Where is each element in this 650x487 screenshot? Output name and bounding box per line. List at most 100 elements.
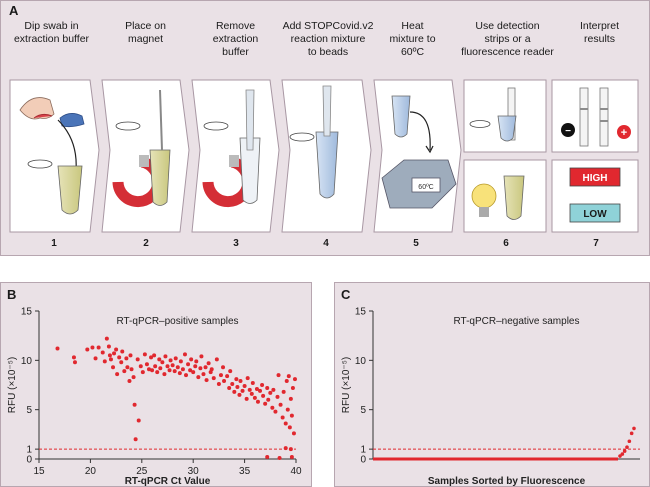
step-1-number: 1 bbox=[51, 238, 57, 249]
data-point bbox=[290, 385, 295, 390]
data-point bbox=[112, 351, 117, 356]
data-point bbox=[150, 368, 155, 373]
data-point bbox=[191, 370, 196, 375]
panel-b-label: B bbox=[7, 287, 17, 302]
data-point bbox=[142, 352, 147, 357]
data-point bbox=[167, 368, 172, 373]
data-point bbox=[260, 383, 265, 387]
data-point bbox=[157, 357, 162, 362]
data-point bbox=[216, 382, 221, 387]
data-point bbox=[71, 355, 76, 360]
step-2-caption: Place on magnet bbox=[98, 20, 193, 46]
data-point bbox=[119, 360, 124, 365]
data-point bbox=[214, 357, 219, 362]
negative-symbol: − bbox=[565, 126, 571, 137]
data-point bbox=[162, 372, 167, 377]
data-point bbox=[280, 415, 285, 420]
data-point bbox=[235, 384, 240, 389]
step-caption-line: Use detection bbox=[475, 20, 540, 32]
data-point bbox=[232, 389, 237, 394]
y-tick-label: 10 bbox=[355, 356, 367, 367]
step-2-number: 2 bbox=[143, 238, 149, 249]
data-point bbox=[180, 367, 185, 372]
data-point bbox=[177, 371, 182, 376]
data-point bbox=[127, 379, 132, 384]
data-point bbox=[289, 455, 294, 460]
step-caption-line: fluorescence reader bbox=[461, 46, 554, 58]
data-point bbox=[291, 431, 296, 436]
data-point bbox=[114, 347, 119, 352]
step-6-number: 6 bbox=[503, 238, 509, 249]
data-point bbox=[198, 366, 203, 371]
data-point bbox=[284, 379, 289, 384]
data-point bbox=[131, 375, 136, 380]
data-point bbox=[277, 456, 282, 461]
data-point bbox=[276, 373, 281, 378]
data-point bbox=[93, 356, 98, 361]
x-tick-label: 25 bbox=[136, 466, 148, 477]
panel-c: C 0 1 5 10 15 RT-qPCR–negative samples Samples… bbox=[334, 282, 650, 487]
data-point bbox=[211, 376, 216, 381]
data-point bbox=[108, 357, 113, 362]
data-point bbox=[184, 373, 189, 378]
step-1-caption: Dip swab in extraction buffer bbox=[4, 20, 99, 46]
negative-icon bbox=[561, 123, 575, 137]
data-point bbox=[115, 372, 120, 377]
data-point bbox=[250, 381, 255, 386]
step-caption-line: mixture to bbox=[389, 33, 436, 45]
y-tick-label: 5 bbox=[26, 405, 32, 416]
positive-symbol: + bbox=[621, 127, 627, 139]
data-point bbox=[240, 388, 245, 393]
step-7-number: 7 bbox=[593, 238, 599, 249]
low-badge bbox=[569, 203, 621, 223]
step-7-caption: Interpret results bbox=[552, 20, 647, 46]
data-point bbox=[247, 387, 252, 392]
y-tick-label: 0 bbox=[26, 455, 32, 466]
data-point bbox=[175, 365, 180, 370]
x-tick-label: 40 bbox=[290, 466, 302, 477]
data-point bbox=[186, 362, 191, 367]
step-5-caption: Heat mixture to 60ºC bbox=[370, 20, 455, 59]
data-point bbox=[96, 345, 101, 350]
data-point bbox=[201, 372, 206, 377]
step-caption-line: Dip swab in bbox=[24, 20, 79, 32]
data-point bbox=[244, 396, 249, 401]
data-point bbox=[286, 374, 291, 379]
data-point bbox=[104, 336, 109, 341]
data-point bbox=[138, 364, 143, 369]
data-point bbox=[149, 355, 154, 360]
data-point bbox=[182, 352, 187, 357]
step-caption-line: 60ºC bbox=[400, 46, 425, 58]
positive-icon bbox=[617, 125, 631, 139]
step-caption-line: to beads bbox=[307, 46, 349, 58]
step-3-number: 3 bbox=[233, 238, 239, 249]
data-point bbox=[188, 368, 193, 373]
data-point bbox=[160, 360, 165, 365]
panel-c-label: C bbox=[341, 287, 351, 302]
data-point bbox=[204, 378, 209, 383]
data-point bbox=[193, 364, 198, 369]
data-point bbox=[194, 359, 199, 364]
data-point bbox=[153, 364, 158, 369]
data-point bbox=[228, 369, 233, 374]
data-point bbox=[144, 362, 149, 367]
data-point bbox=[146, 367, 151, 372]
step-caption-line: results bbox=[584, 33, 615, 45]
step-caption-line: Heat bbox=[401, 20, 424, 32]
heat-display: 60ºC bbox=[418, 184, 433, 191]
panel-a-label: A bbox=[9, 3, 19, 18]
step-4-caption: Add STOPCovid.v2 reaction mixture to beads bbox=[268, 20, 388, 59]
y-tick-label: 15 bbox=[355, 307, 367, 318]
step-4-number: 4 bbox=[323, 238, 329, 249]
data-point bbox=[196, 375, 201, 380]
step-caption-line: Interpret bbox=[579, 20, 620, 32]
data-point bbox=[292, 377, 297, 382]
chart-title: RT-qPCR–positive samples bbox=[116, 316, 238, 327]
data-point bbox=[629, 431, 634, 436]
data-point bbox=[203, 365, 208, 370]
data-point bbox=[625, 445, 629, 449]
data-point bbox=[90, 345, 95, 350]
panel-b: B 0 1 5 10 15 15 20 25 30 35 40 RT-qPCR–positive sa… bbox=[0, 282, 312, 487]
data-point bbox=[133, 437, 138, 442]
y-tick-label: 1 bbox=[26, 445, 32, 456]
